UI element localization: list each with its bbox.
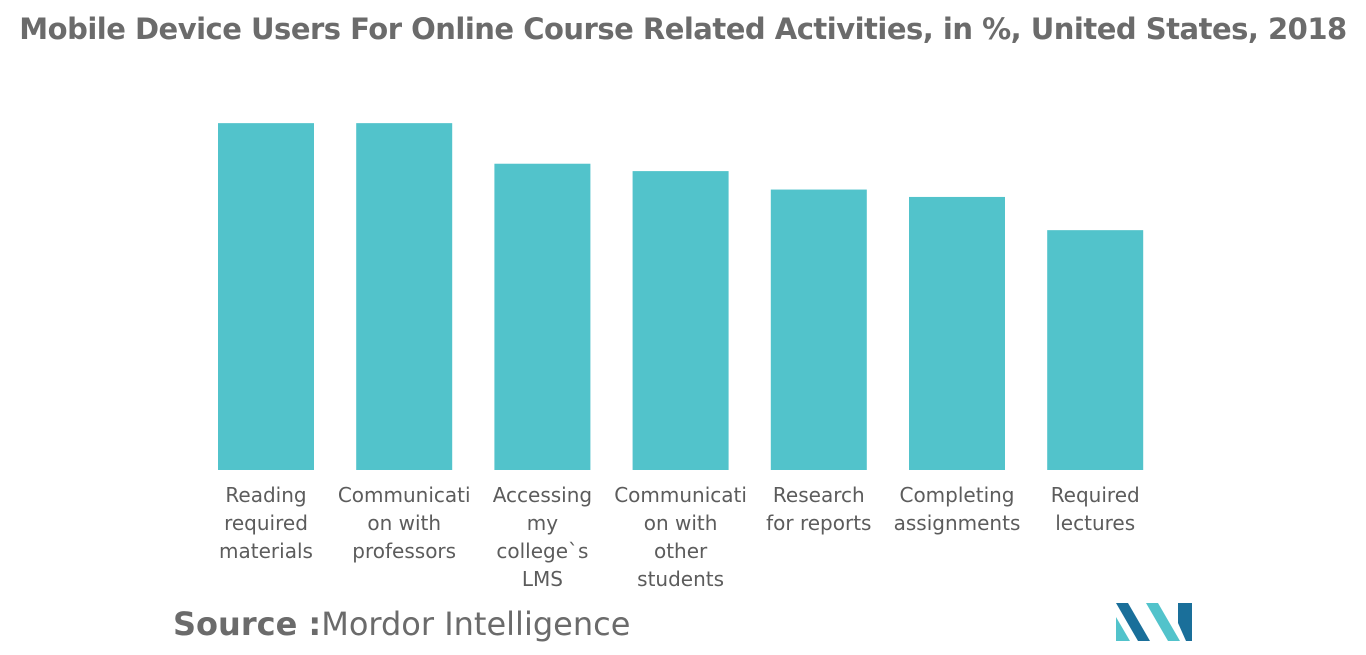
category-label-line: LMS [522,567,563,591]
category-label-line: Completing [899,483,1014,507]
bar-3 [494,163,591,471]
source-value: Mordor Intelligence [321,605,631,643]
logo-shape-left [1116,603,1150,641]
category-label-line: my [527,511,558,535]
category-label-5: Research for reports [766,483,871,535]
chart-title: Mobile Device Users For Online Course Re… [19,12,1347,46]
category-label-line: students [637,567,724,591]
bar-2 [356,123,453,470]
bar-7 [1047,230,1144,470]
category-label-line: Accessing [493,483,592,507]
source-label: Source : [173,605,322,643]
bar-1 [218,123,314,470]
bar-5 [770,189,867,470]
category-label-line: Communicati [614,483,747,507]
logo-shape-right [1178,603,1192,641]
category-label-2: Communicati on with professors [338,483,471,563]
category-label-1: Reading required materials [219,483,313,563]
category-label-4: Communicati on with other students [614,483,747,591]
category-label-line: Research [773,483,865,507]
category-label-line: for reports [766,511,871,535]
category-label-6: Completing assignments [894,483,1021,535]
logo-shape-middle [1146,603,1180,641]
bars-group [218,123,1144,471]
category-label-line: other [654,539,708,563]
logo-shape-left-base [1116,617,1130,641]
category-label-7: Required lectures [1051,483,1140,535]
category-label-line: professors [352,539,456,563]
bar-6 [909,196,1005,470]
category-label-line: Communicati [338,483,471,507]
category-label-line: lectures [1055,511,1135,535]
category-label-3: Accessing my college`s LMS [493,483,592,591]
category-label-line: Reading [225,483,306,507]
category-label-line: Required [1051,483,1140,507]
bar-4 [632,171,729,471]
category-labels-group: Reading required materials Communicati on wi… [219,483,1140,591]
category-label-line: on with [644,511,718,535]
category-label-line: on with [367,511,441,535]
category-label-line: college`s [496,539,588,563]
mordor-intelligence-logo-icon [1116,603,1192,641]
category-label-line: required [224,511,308,535]
bar-chart: Reading required materials Communicati on wi… [218,123,1144,591]
source-line: Source :Mordor Intelligence [173,605,630,643]
category-label-line: assignments [894,511,1021,535]
category-label-line: materials [219,539,313,563]
